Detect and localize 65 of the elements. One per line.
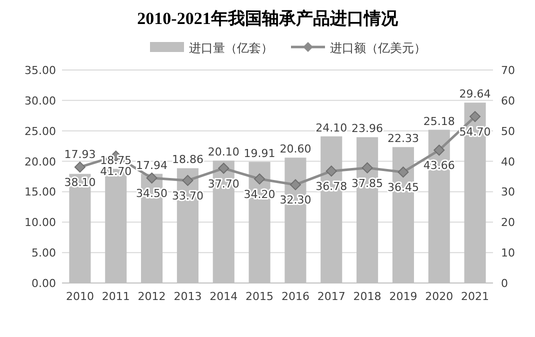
data-label: 34.50	[136, 187, 168, 200]
y2-tick-label: 30	[501, 186, 515, 199]
data-label: 32.30	[280, 194, 312, 207]
y-tick-label: 30.00	[24, 94, 56, 108]
chart-title: 2010-2021年我国轴承产品进口情况	[137, 9, 399, 28]
point	[218, 162, 230, 174]
data-label: 54.70	[459, 126, 491, 139]
point	[326, 166, 337, 177]
point	[74, 162, 86, 173]
data-label: 20.10	[208, 146, 240, 159]
data-label: 29.64	[459, 88, 491, 101]
x-tick-label: 2017	[317, 290, 346, 303]
data-label: 37.85	[352, 176, 384, 190]
legend-label: 进口量（亿套）	[189, 41, 273, 55]
x-tick-label: 2011	[102, 290, 130, 303]
point	[434, 144, 445, 156]
point	[290, 179, 301, 190]
y-tick-label: 35.00	[24, 64, 56, 77]
data-label: 37.70	[208, 177, 240, 190]
legend-label: 进口额（亿美元）	[330, 41, 426, 55]
y-tick-label: 10.00	[24, 216, 56, 230]
point	[398, 166, 409, 178]
x-tick-label: 2013	[174, 290, 202, 303]
data-label: 25.18	[423, 114, 455, 128]
x-tick-label: 2015	[246, 290, 274, 303]
y2-tick-label: 20	[501, 216, 515, 230]
y-tick-label: 20.00	[24, 155, 56, 168]
data-label: 18.86	[172, 153, 204, 166]
y2-tick-label: 60	[501, 94, 515, 108]
x-tick-label: 2019	[389, 290, 418, 303]
x-tick-label: 2014	[210, 290, 238, 303]
y2-tick-label: 50	[501, 124, 515, 138]
data-label: 17.93	[64, 148, 96, 162]
y-tick-label: 5.00	[32, 246, 56, 260]
point	[254, 173, 266, 184]
data-label: 23.96	[352, 122, 384, 136]
point	[362, 162, 373, 174]
data-label: 17.94	[136, 158, 168, 172]
x-tick-label: 2020	[425, 290, 454, 303]
x-tick-label: 2018	[353, 290, 382, 303]
data-label: 36.45	[387, 181, 419, 194]
data-label: 24.10	[316, 121, 348, 134]
data-label: 43.66	[423, 159, 455, 172]
y2-tick-label: 40	[501, 155, 515, 168]
y-tick-label: 0.00	[32, 277, 56, 290]
y-tick-label: 15.00	[24, 186, 56, 199]
point	[182, 174, 194, 186]
point	[470, 111, 481, 122]
data-label: 38.10	[64, 176, 96, 190]
data-label: 19.91	[244, 146, 276, 160]
data-label: 20.60	[280, 142, 312, 156]
data-label: 41.70	[100, 165, 132, 178]
data-label: 34.20	[244, 188, 276, 201]
data-label: 36.78	[316, 180, 348, 194]
data-label: 22.33	[387, 132, 419, 146]
x-tick-label: 2016	[281, 290, 310, 303]
point	[146, 172, 158, 184]
x-tick-label: 2010	[66, 290, 94, 303]
x-tick-label: 2021	[461, 290, 490, 303]
data-label: 33.70	[172, 189, 204, 202]
y2-tick-label: 70	[501, 64, 515, 77]
y2-tick-label: 10	[501, 246, 515, 260]
y2-tick-label: 0	[501, 277, 508, 290]
y-tick-label: 25.00	[24, 124, 56, 138]
x-tick-label: 2012	[138, 290, 166, 303]
